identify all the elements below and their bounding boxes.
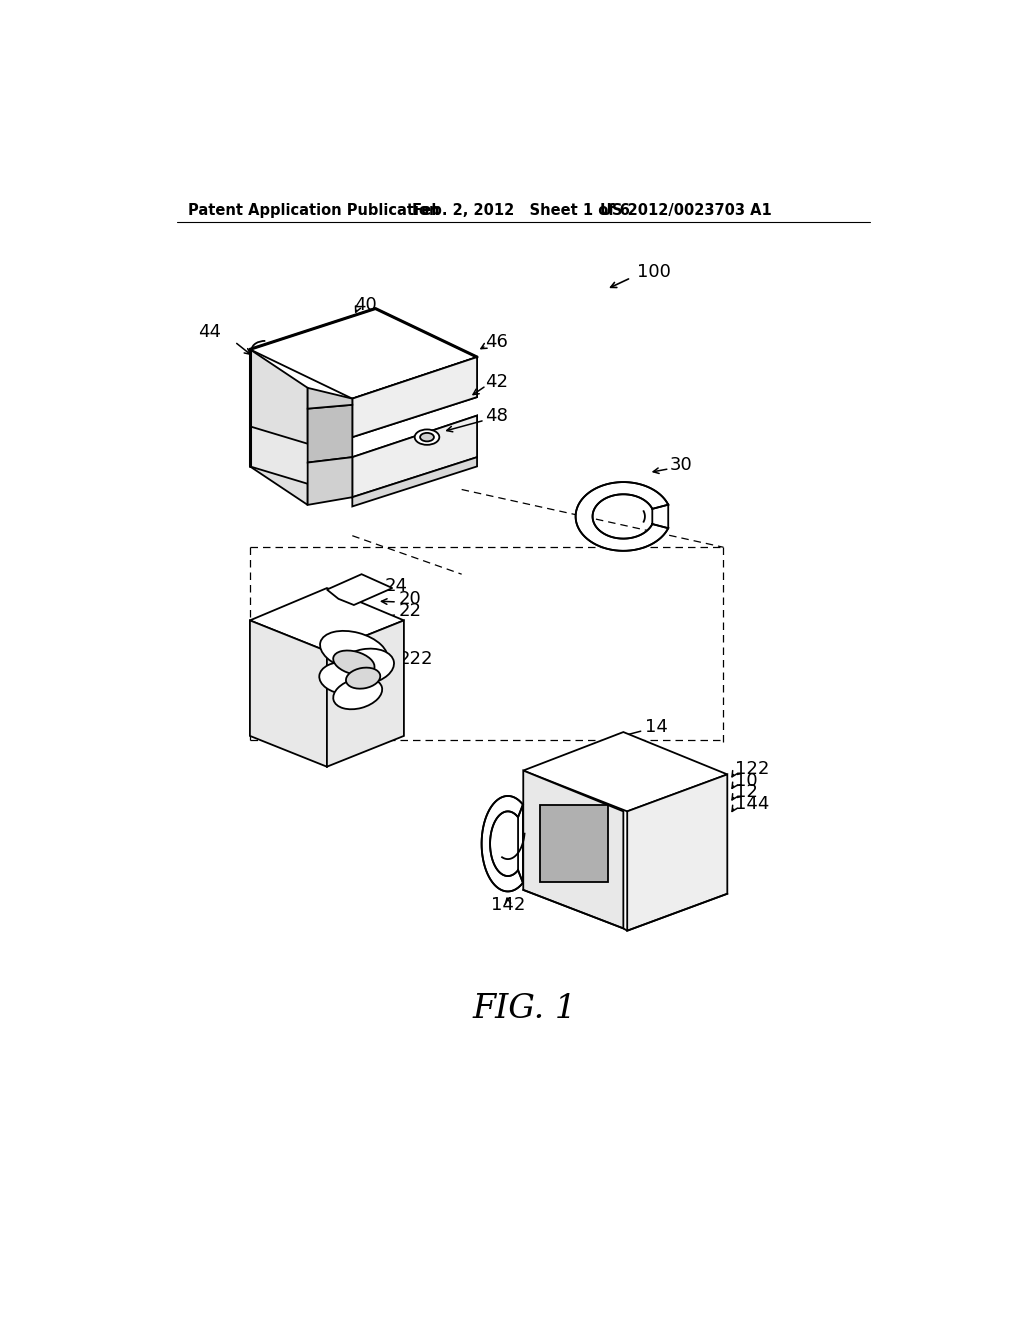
Text: Patent Application Publication: Patent Application Publication [188, 203, 440, 218]
Text: 44: 44 [199, 322, 221, 341]
Polygon shape [250, 426, 352, 498]
Text: US 2012/0023703 A1: US 2012/0023703 A1 [600, 203, 772, 218]
Text: 10: 10 [735, 772, 758, 789]
Polygon shape [523, 771, 624, 928]
Polygon shape [307, 388, 352, 409]
Text: 40: 40 [354, 296, 377, 314]
Text: 122: 122 [735, 760, 769, 777]
Polygon shape [541, 805, 608, 882]
Polygon shape [327, 620, 403, 767]
Text: 30: 30 [670, 455, 692, 474]
Polygon shape [352, 416, 477, 498]
Ellipse shape [321, 631, 388, 672]
Polygon shape [307, 405, 352, 462]
Ellipse shape [319, 661, 373, 694]
Polygon shape [250, 309, 477, 399]
Ellipse shape [333, 651, 375, 675]
Text: 14: 14 [645, 718, 668, 735]
Polygon shape [352, 358, 477, 437]
Text: Feb. 2, 2012   Sheet 1 of 6: Feb. 2, 2012 Sheet 1 of 6 [412, 203, 630, 218]
Polygon shape [352, 358, 477, 437]
Polygon shape [307, 457, 352, 506]
Ellipse shape [420, 433, 434, 441]
Text: 20: 20 [398, 590, 421, 607]
Text: 22: 22 [398, 602, 422, 620]
Text: 142: 142 [490, 896, 525, 915]
Text: 100: 100 [637, 264, 671, 281]
Polygon shape [575, 482, 669, 550]
Polygon shape [352, 457, 477, 507]
Ellipse shape [333, 678, 382, 709]
Polygon shape [327, 574, 392, 605]
Polygon shape [250, 589, 403, 651]
Ellipse shape [337, 648, 394, 685]
Text: 46: 46 [484, 333, 508, 351]
Text: 48: 48 [484, 408, 508, 425]
Polygon shape [628, 775, 727, 931]
Polygon shape [523, 733, 727, 812]
Ellipse shape [346, 668, 380, 689]
Polygon shape [250, 350, 307, 506]
Text: 42: 42 [484, 372, 508, 391]
Polygon shape [250, 620, 327, 767]
Text: 12: 12 [735, 783, 758, 801]
Text: 24: 24 [385, 577, 408, 595]
Text: 222: 222 [398, 649, 433, 668]
Ellipse shape [415, 429, 439, 445]
Polygon shape [481, 796, 523, 891]
Polygon shape [352, 416, 477, 498]
Text: 144: 144 [735, 795, 769, 813]
Text: FIG. 1: FIG. 1 [473, 993, 577, 1026]
